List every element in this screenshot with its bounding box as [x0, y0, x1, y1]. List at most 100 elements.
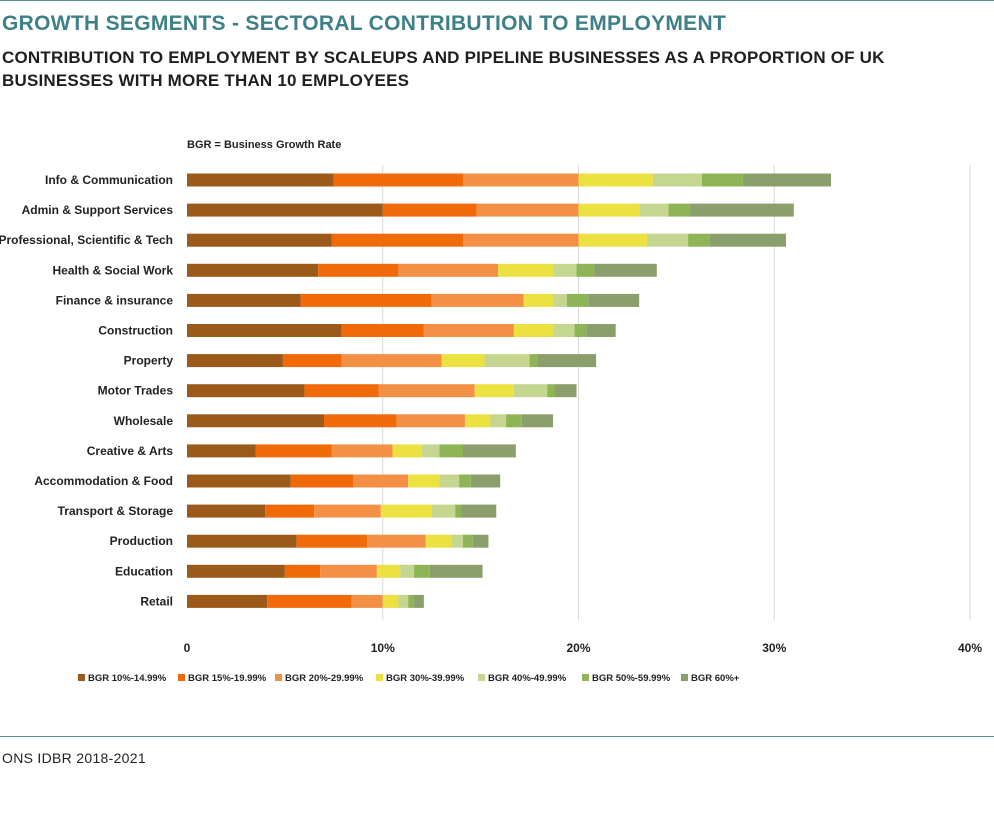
category-label: Transport & Storage [58, 504, 174, 518]
bar-segment [267, 594, 352, 608]
legend-item: BGR 30%-39.99% [376, 673, 465, 684]
category-label: Health & Social Work [53, 263, 174, 277]
legend-item: BGR 15%-19.99% [178, 673, 267, 684]
bar-segment [578, 233, 648, 247]
bar-segment [187, 474, 291, 488]
bar-segment [398, 594, 409, 608]
bars [187, 173, 832, 608]
legend-label: BGR 20%-29.99% [285, 673, 364, 684]
bar-segment [376, 564, 401, 578]
bar-segment [668, 203, 691, 217]
legend-label: BGR 15%-19.99% [188, 673, 267, 684]
bar-segment [187, 293, 301, 307]
bar-segment [742, 173, 832, 187]
bar-segment [382, 594, 399, 608]
bar-segment [709, 233, 786, 247]
bar-segment [470, 474, 501, 488]
bar-segment [576, 263, 595, 277]
x-tick-label: 20% [566, 641, 590, 655]
bar-segment [296, 534, 368, 548]
bar-segment [408, 474, 440, 488]
bar-segment [400, 564, 415, 578]
bar-segment [484, 354, 530, 368]
bar-segment [187, 263, 319, 277]
category-label: Education [115, 564, 173, 578]
bar-segment [476, 203, 579, 217]
bar-segment [380, 504, 432, 518]
bar-segment [300, 293, 432, 307]
x-tick-label: 30% [762, 641, 786, 655]
bar-segment [513, 324, 554, 337]
bar-segment [425, 534, 452, 548]
bar-segment [187, 384, 305, 398]
bar-segment [639, 203, 669, 217]
category-label: Admin & Support Services [22, 203, 174, 217]
x-tick-labels: 0 10% 20% 30% 40% [184, 641, 983, 655]
category-label: Accommodation & Food [34, 474, 173, 488]
bar-segment [187, 414, 325, 428]
legend-item: BGR 10%-14.99% [78, 673, 167, 684]
bar-segment [652, 173, 702, 187]
category-label: Info & Communication [45, 173, 173, 187]
bar-segment [586, 324, 616, 337]
bar-segment [396, 414, 465, 428]
legend-swatch [275, 674, 282, 681]
bar-segment [431, 504, 456, 518]
bar-segment [647, 233, 689, 247]
legend-swatch [178, 674, 185, 681]
bar-segment [594, 263, 657, 277]
bar-segment [523, 293, 554, 307]
bar-segment [464, 414, 491, 428]
legend-swatch [478, 674, 485, 681]
bar-segment [187, 203, 383, 217]
x-tick-label: 0 [184, 641, 191, 655]
bar-segment [463, 233, 579, 247]
bar-segment [187, 504, 266, 518]
bar-segment [187, 564, 285, 578]
bar-segment [187, 233, 332, 247]
bar-segment [331, 233, 464, 247]
bar-segment [441, 354, 485, 368]
bar-segment [320, 564, 377, 578]
bar-segment [474, 384, 514, 398]
bar-segment [459, 474, 471, 488]
bar-segment [574, 324, 587, 337]
legend-swatch [582, 674, 589, 681]
category-label: Wholesale [114, 414, 174, 428]
legend-label: BGR 30%-39.99% [386, 673, 465, 684]
bar-segment [351, 594, 383, 608]
bar-segment [421, 444, 440, 458]
bar-segment [566, 293, 589, 307]
bar-segment [455, 504, 462, 518]
category-label: Production [110, 534, 173, 548]
bar-segment [490, 414, 507, 428]
bar-segment [255, 444, 332, 458]
bar-segment [439, 474, 460, 488]
bar-segment [429, 564, 483, 578]
bar-segment [314, 504, 381, 518]
bar-segment [588, 293, 640, 307]
bar-segment [318, 263, 399, 277]
bar-segment [472, 534, 489, 548]
bar-segment [187, 354, 283, 368]
legend-label: BGR 60%+ [691, 673, 740, 684]
x-tick-label: 10% [371, 641, 395, 655]
legend-label: BGR 50%-59.99% [592, 673, 671, 684]
bar-segment [367, 534, 426, 548]
bar-segment [265, 504, 315, 518]
bar-segment [341, 324, 424, 337]
category-label: Professional, Scientific & Tech [0, 233, 173, 247]
category-label: Creative & Arts [87, 444, 174, 458]
page-subtitle: CONTRIBUTION TO EMPLOYMENT BY SCALEUPS A… [2, 48, 885, 90]
bar-segment [353, 474, 409, 488]
legend-swatch [681, 674, 688, 681]
bar-segment [414, 564, 430, 578]
bar-segment [382, 203, 477, 217]
bar-segment [578, 203, 640, 217]
bar-segment [463, 173, 579, 187]
bar-segment [463, 444, 516, 458]
bar-segment [333, 173, 464, 187]
category-labels: Info & Communication Admin & Support Serv… [0, 173, 173, 608]
stacked-bar-chart: Info & Communication Admin & Support Serv… [0, 165, 983, 684]
category-label: Construction [98, 324, 173, 338]
